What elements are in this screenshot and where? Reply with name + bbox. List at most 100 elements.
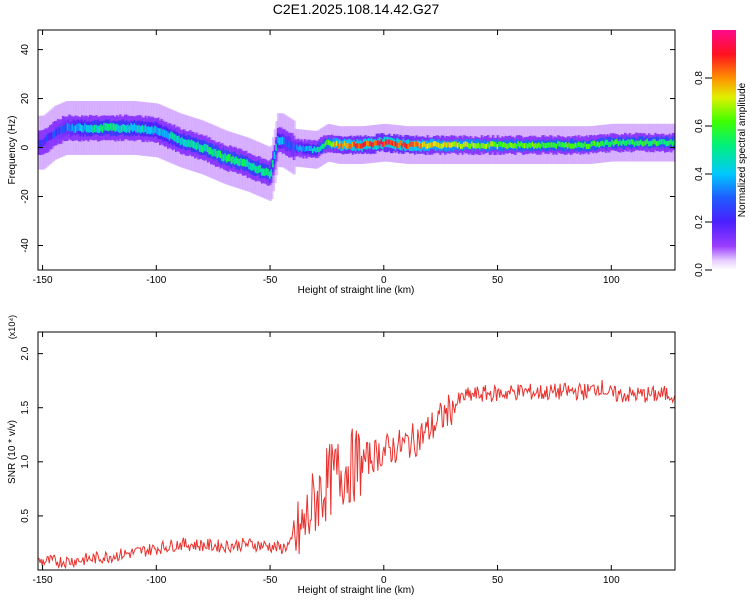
ridge-cell (420, 143, 424, 149)
ridge-cell (654, 139, 658, 145)
ridge-cell (638, 140, 642, 146)
ridge-cell (353, 141, 357, 147)
ridge-cell (237, 158, 241, 166)
ridge-cell (155, 126, 159, 135)
ridge-cell (151, 126, 155, 134)
ridge-cell (510, 142, 514, 149)
ridge-cell (219, 150, 223, 159)
ridge-cell (178, 135, 182, 143)
ridge-cell (603, 141, 607, 147)
ridge-cell (295, 144, 299, 150)
ridge-cell (61, 125, 65, 134)
ridge-cell (280, 137, 284, 145)
ridge-cell (44, 137, 48, 145)
ridge-cell (319, 145, 323, 151)
ridge-cell (246, 159, 250, 167)
colorbar: 0.0 0.2 0.4 0.6 0.8 Normalized spectral ampl… (694, 30, 748, 277)
ridge-cell (668, 140, 672, 146)
ridge-cell (329, 140, 333, 147)
ridge-cell (179, 137, 183, 146)
ridge-cell (471, 141, 475, 147)
ridge-cell (106, 123, 110, 131)
snr-frame (37, 331, 676, 571)
ridge-cell (601, 140, 605, 146)
ridge-cell (286, 139, 290, 147)
ridge-cell (79, 123, 83, 132)
y-tick-label: 1.5 (20, 400, 31, 414)
ridge-cell (493, 141, 497, 147)
ridge-cell (657, 140, 661, 146)
ridge-cell (117, 124, 121, 133)
ridge-cell (195, 142, 199, 151)
ridge-cell (162, 129, 166, 137)
ridge-cell (182, 138, 186, 147)
ridge-cell (168, 133, 172, 141)
ridge-cell (667, 140, 671, 147)
ridge-cell (439, 143, 443, 149)
ridge-cell (530, 142, 534, 149)
ridge-cell (184, 139, 188, 147)
ridge-cell (369, 140, 373, 146)
ridge-cell (456, 142, 460, 149)
ridge-cell (74, 125, 78, 133)
ridge-cell (385, 139, 389, 145)
x-tick-label: 0 (381, 575, 387, 586)
ridge-cell (614, 139, 618, 145)
ridge-cell (216, 150, 220, 159)
ridge-cell (71, 123, 75, 132)
ridge-cell (197, 141, 201, 149)
ridge-cell (571, 143, 575, 149)
ridge-cell (399, 140, 403, 146)
ridge-cell (149, 127, 153, 135)
ridge-cell (401, 143, 405, 149)
colorbar-tick-label: 0.4 (694, 167, 705, 181)
ridge-cell (103, 123, 107, 131)
ridge-cell (332, 141, 336, 147)
x-tick-label: 0 (381, 275, 387, 286)
ridge-cell (138, 125, 142, 133)
ridge-cell (534, 142, 538, 149)
ridge-cell (139, 126, 143, 134)
ridge-cell (144, 124, 148, 132)
ridge-cell (85, 124, 89, 133)
ridge-cell (63, 125, 67, 133)
ridge-cell (143, 125, 147, 134)
ridge-cell (622, 139, 626, 145)
ridge-cell (469, 143, 473, 149)
ridge-cell (238, 158, 242, 167)
ridge-cell (544, 143, 548, 149)
ridge-cell (233, 157, 237, 165)
ridge-cell (323, 143, 327, 149)
ridge-cell (211, 149, 215, 157)
ridge-cell (659, 139, 663, 145)
ridge-cell (507, 143, 511, 149)
ridge-cell (579, 142, 583, 148)
ridge-cell (440, 143, 444, 149)
x-tick-label: -100 (146, 575, 166, 586)
ridge-cell (101, 125, 105, 133)
ridge-cell (76, 124, 80, 132)
colorbar-tick-label: 0.2 (694, 215, 705, 229)
ridge-cell (131, 124, 135, 132)
spectrogram-y-ticks: 40 20 0 -20 -40 (20, 44, 675, 253)
ridge-cell (251, 163, 255, 171)
ridge-cell (485, 143, 489, 149)
ridge-cell (409, 141, 413, 147)
ridge-cell (587, 143, 591, 149)
ridge-cell (224, 153, 228, 161)
ridge-cell (267, 168, 271, 177)
ridge-cell (424, 143, 428, 149)
ridge-cell (495, 142, 499, 148)
ridge-cell (636, 140, 640, 146)
ridge-cell (619, 139, 623, 145)
x-tick-label: -50 (263, 275, 278, 286)
ridge-cell (472, 143, 476, 149)
ridge-cell (334, 142, 338, 148)
ridge-cell (444, 141, 448, 147)
ridge-cell (437, 142, 441, 148)
ridge-cell (522, 142, 526, 149)
ridge-cell (531, 141, 535, 147)
ridge-cell (542, 142, 546, 148)
ridge-cell (100, 124, 104, 132)
ridge-cell (284, 139, 288, 148)
